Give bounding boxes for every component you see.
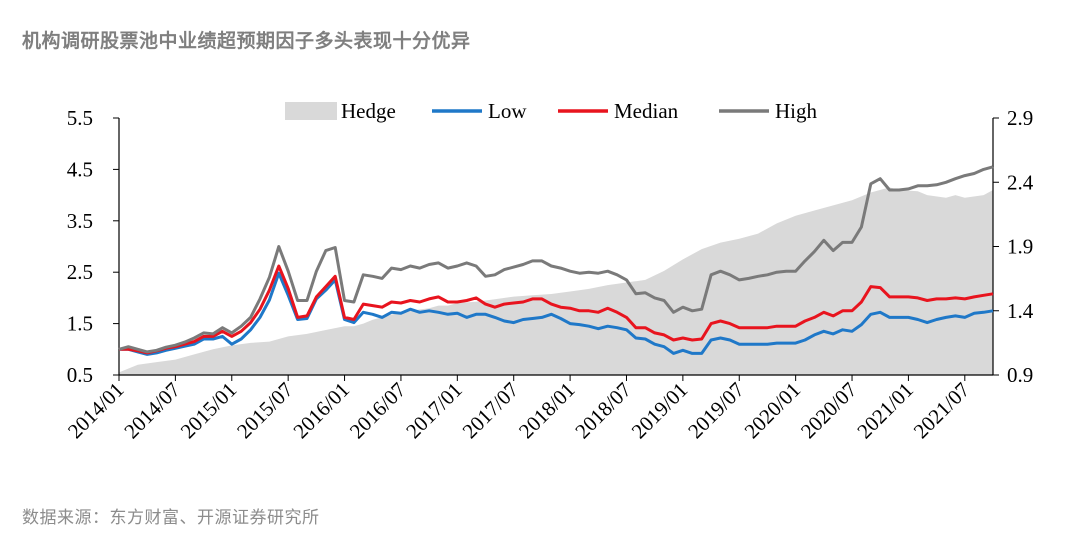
left-tick-label: 2.5 <box>67 260 93 284</box>
left-tick-label: 4.5 <box>67 157 93 181</box>
legend-high-label: High <box>775 99 818 123</box>
right-tick-label: 2.4 <box>1007 170 1034 194</box>
x-tick-label: 2018/07 <box>570 378 636 444</box>
x-tick-label: 2015/01 <box>176 378 242 444</box>
x-tick-label: 2014/07 <box>119 378 185 444</box>
x-tick-label: 2020/01 <box>740 378 806 444</box>
legend-median-label: Median <box>614 99 679 123</box>
x-tick-label: 2020/07 <box>796 378 862 444</box>
x-tick-label: 2021/01 <box>852 378 918 444</box>
right-tick-label: 2.9 <box>1007 106 1033 130</box>
left-tick-label: 0.5 <box>67 363 93 387</box>
x-tick-label: 2015/07 <box>232 378 298 444</box>
x-tick-label: 2016/01 <box>288 378 354 444</box>
hedge-area-layer <box>119 161 993 375</box>
right-tick-label: 0.9 <box>1007 363 1033 387</box>
left-tick-label: 3.5 <box>67 209 93 233</box>
series-median-line <box>119 264 994 355</box>
x-tick-label: 2017/01 <box>401 378 467 444</box>
right-tick-label: 1.9 <box>1007 235 1033 259</box>
data-source-note: 数据来源：东方财富、开源证券研究所 <box>22 508 320 528</box>
right-tick-label: 1.4 <box>1007 299 1034 323</box>
series-hedge-area <box>119 161 993 375</box>
x-tick-label: 2018/01 <box>514 378 580 444</box>
x-tick-label: 2019/07 <box>683 378 749 444</box>
x-tick-label: 2017/07 <box>458 378 524 444</box>
series-lines-layer <box>118 165 994 356</box>
legend-hedge-swatch <box>285 102 337 120</box>
legend-hedge-label: Hedge <box>341 99 396 123</box>
legend: Hedge Low Median High <box>285 99 818 123</box>
legend-low-label: Low <box>488 99 527 123</box>
series-high-line <box>118 165 994 354</box>
left-tick-label: 5.5 <box>67 106 93 130</box>
x-tick-label: 2016/07 <box>345 378 411 444</box>
left-tick-label: 1.5 <box>67 312 93 336</box>
performance-chart: 5.5 4.5 3.5 2.5 1.5 0.5 2.9 2.4 1.9 1.4 0.9 2014/01… <box>63 99 1034 444</box>
x-tick-label: 2019/01 <box>627 378 693 444</box>
series-low-line <box>119 271 994 356</box>
chart-title: 机构调研股票池中业绩超预期因子多头表现十分优异 <box>22 30 471 52</box>
x-tick-label: 2014/01 <box>63 378 129 444</box>
x-tick-label: 2021/07 <box>909 378 975 444</box>
